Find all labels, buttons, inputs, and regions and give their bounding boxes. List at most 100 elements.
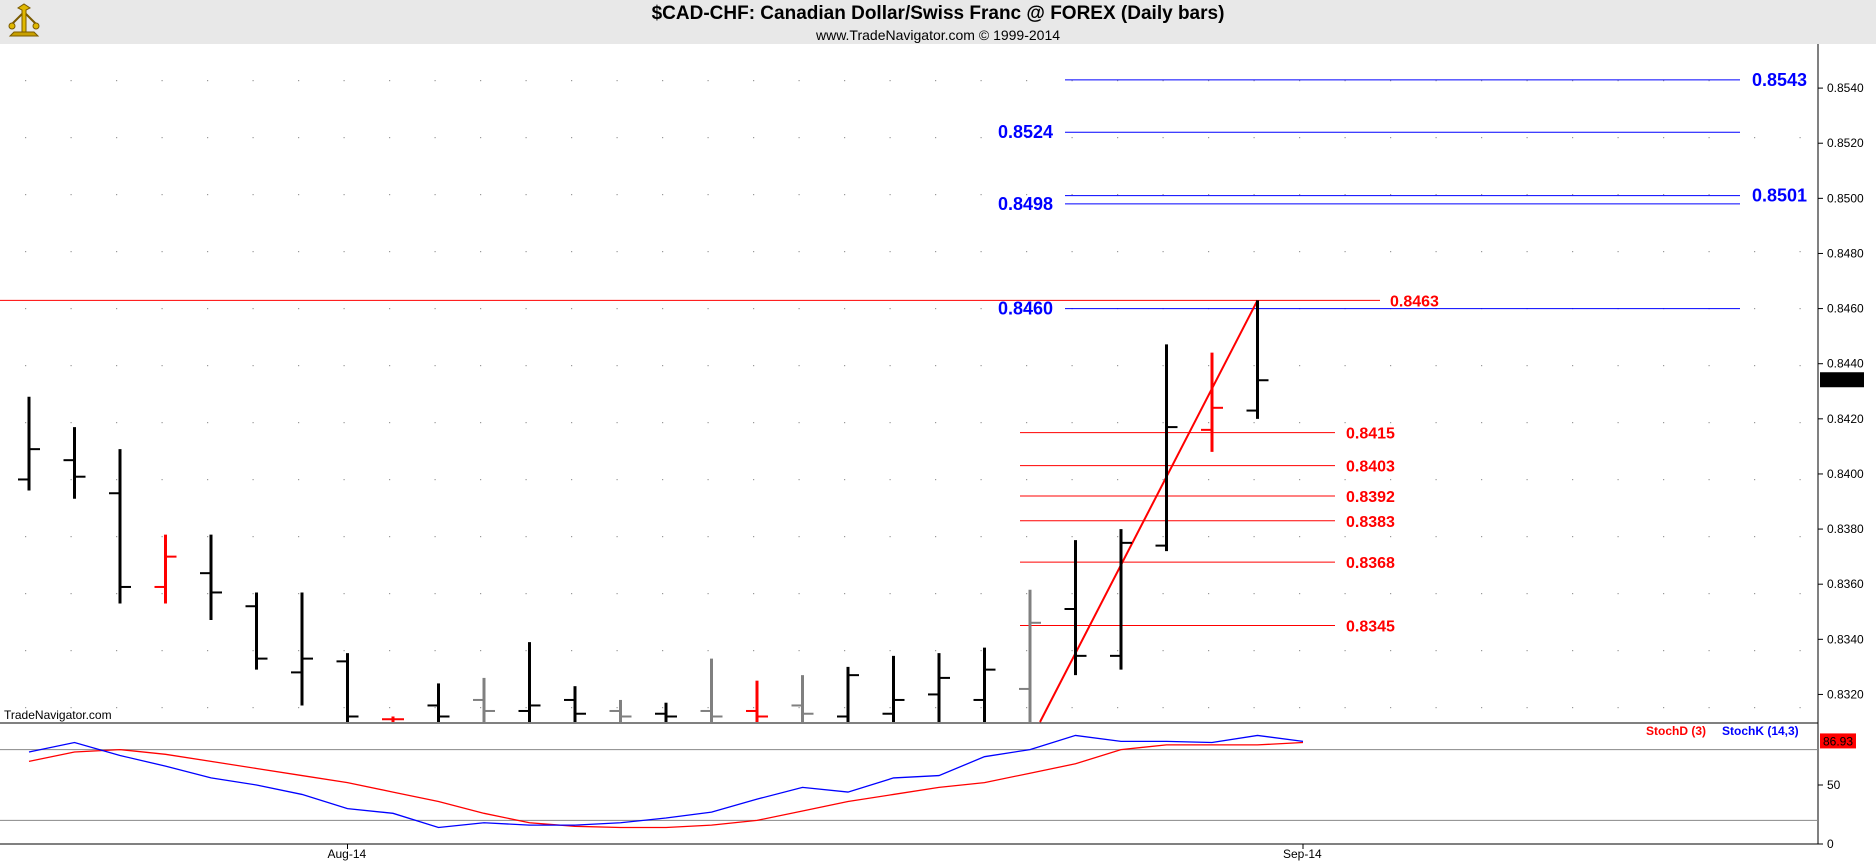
grid-dot (1435, 479, 1437, 481)
grid-dot (1435, 365, 1437, 367)
grid-dot (298, 194, 300, 196)
grid-dot (798, 707, 800, 709)
ohlc-bar (154, 534, 177, 604)
grid-dot (252, 422, 254, 424)
grid-dot (1253, 251, 1255, 253)
blue-level-label: 0.8498 (998, 194, 1053, 214)
grid-dot (1435, 80, 1437, 82)
grid-dot (1799, 479, 1801, 481)
grid-dot (1299, 593, 1301, 595)
grid-dot (1708, 251, 1710, 253)
grid-dot (1390, 365, 1392, 367)
grid-dot (1572, 251, 1574, 253)
grid-dot (707, 80, 709, 82)
grid-dot (1526, 422, 1528, 424)
grid-dot (116, 137, 118, 139)
grid-dot (161, 194, 163, 196)
grid-dot (1708, 479, 1710, 481)
grid-dot (1481, 593, 1483, 595)
y-tick-label: 0.8360 (1827, 577, 1864, 591)
grid-dot (252, 251, 254, 253)
grid-dot (889, 650, 891, 652)
grid-dot (1435, 137, 1437, 139)
grid-dot (935, 479, 937, 481)
grid-dot (1071, 422, 1073, 424)
grid-dot (116, 536, 118, 538)
grid-dot (798, 308, 800, 310)
grid-dot (798, 593, 800, 595)
grid-dot (935, 251, 937, 253)
red-level-label: 0.8368 (1346, 555, 1395, 572)
grid-dot (1754, 422, 1756, 424)
grid-dot (889, 479, 891, 481)
grid-dot (1208, 80, 1210, 82)
grid-dot (1208, 365, 1210, 367)
grid-dot (1344, 194, 1346, 196)
grid-dot (389, 308, 391, 310)
grid-dot (798, 137, 800, 139)
grid-dot (252, 650, 254, 652)
ohlc-bar (200, 534, 222, 621)
grid-dot (1708, 422, 1710, 424)
grid-dot (1208, 593, 1210, 595)
grid-dot (753, 650, 755, 652)
grid-dot (525, 479, 527, 481)
grid-dot (1617, 194, 1619, 196)
grid-dot (434, 80, 436, 82)
grid-dot (1435, 650, 1437, 652)
chart-subtitle: www.TradeNavigator.com © 1999-2014 (815, 27, 1061, 43)
grid-dots (25, 80, 1801, 709)
grid-dot (1344, 593, 1346, 595)
grid-dot (207, 365, 209, 367)
grid-dot (798, 365, 800, 367)
grid-dot (70, 479, 72, 481)
grid-dot (116, 308, 118, 310)
grid-dot (1299, 137, 1301, 139)
grid-dot (1481, 422, 1483, 424)
grid-dot (1344, 251, 1346, 253)
grid-dot (1390, 422, 1392, 424)
grid-dot (707, 365, 709, 367)
grid-dot (1708, 194, 1710, 196)
grid-dot (707, 707, 709, 709)
grid-dot (889, 308, 891, 310)
grid-dot (707, 137, 709, 139)
grid-dot (525, 194, 527, 196)
grid-dot (571, 479, 573, 481)
grid-dot (1572, 194, 1574, 196)
grid-dot (116, 650, 118, 652)
grid-dot (525, 308, 527, 310)
grid-dot (616, 422, 618, 424)
grid-dot (161, 707, 163, 709)
grid-dot (1344, 422, 1346, 424)
grid-dot (844, 137, 846, 139)
grid-dot (25, 650, 27, 652)
x-tick-label: Aug-14 (328, 847, 367, 861)
grid-dot (1617, 137, 1619, 139)
grid-dot (707, 650, 709, 652)
grid-dot (525, 707, 527, 709)
grid-dot (1435, 422, 1437, 424)
grid-dot (25, 80, 27, 82)
grid-dot (389, 251, 391, 253)
grid-dot (844, 251, 846, 253)
grid-dot (662, 536, 664, 538)
grid-dot (1390, 80, 1392, 82)
grid-dot (116, 194, 118, 196)
grid-dot (1663, 365, 1665, 367)
grid-dot (389, 422, 391, 424)
grid-dot (1390, 650, 1392, 652)
grid-dot (343, 251, 345, 253)
grid-dot (1344, 479, 1346, 481)
grid-dot (25, 308, 27, 310)
grid-dot (1299, 422, 1301, 424)
grid-dot (161, 479, 163, 481)
grid-dot (889, 80, 891, 82)
grid-dot (480, 479, 482, 481)
grid-dot (434, 137, 436, 139)
grid-dot (389, 707, 391, 709)
grid-dot (1617, 479, 1619, 481)
grid-dot (343, 479, 345, 481)
grid-dot (525, 251, 527, 253)
grid-dot (1663, 536, 1665, 538)
